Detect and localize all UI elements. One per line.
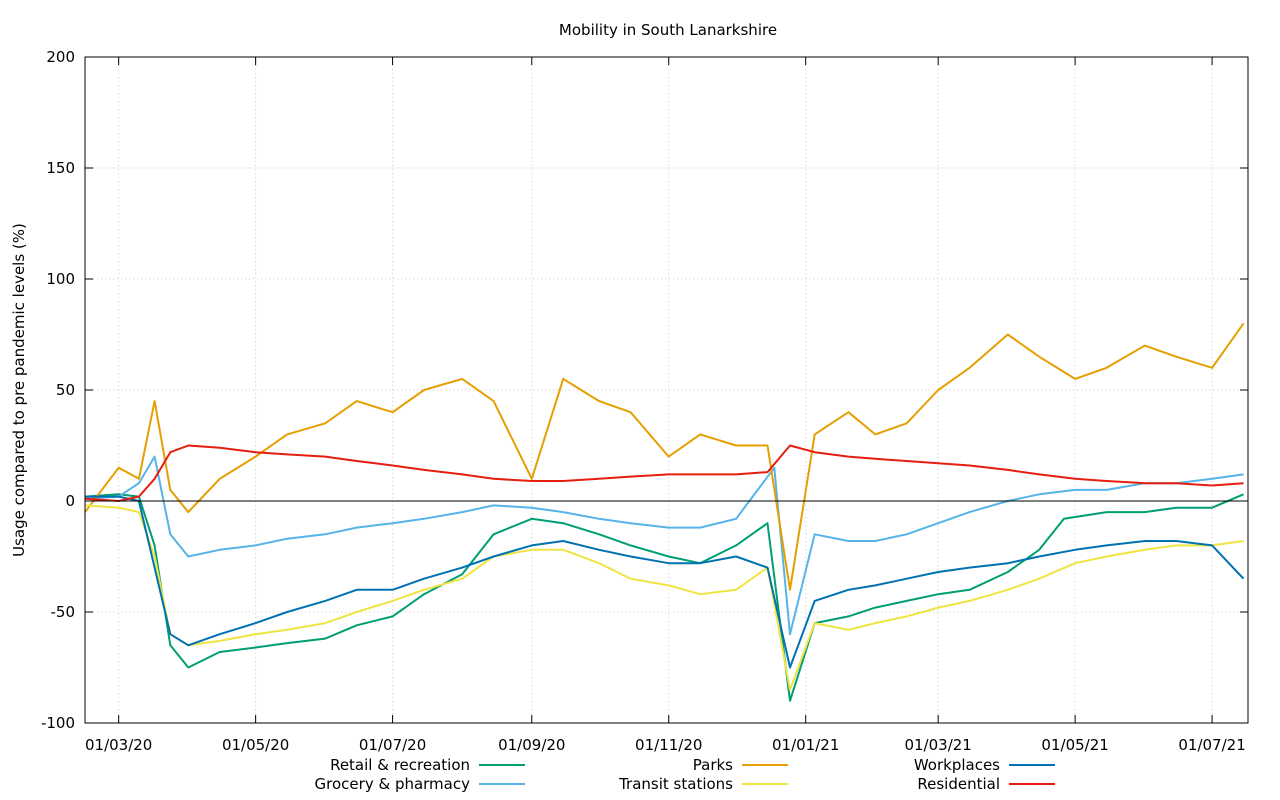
x-tick-label: 01/05/21 [1041,736,1108,754]
x-tick-label: 01/03/21 [904,736,971,754]
series-layer [84,322,1245,702]
legend-label: Transit stations [618,775,733,793]
x-tick-label: 01/11/20 [635,736,702,754]
legend-label: Residential [917,775,1000,793]
y-tick-label: -50 [51,603,76,621]
gridlines [85,57,1248,723]
y-tick-label: 0 [65,492,75,510]
y-tick-label: 100 [46,270,75,288]
axis-ticks: -100 -50 0 50 100 150 200 01/03/20 01/05/20 01/07… [41,48,1248,754]
x-tick-label: 01/07/20 [359,736,426,754]
plot-frame [84,56,1249,724]
series-line-transit-stations [84,504,1244,691]
legend-label: Retail & recreation [330,756,470,774]
series-line-workplaces [85,495,1245,669]
x-tick-label: 01/03/20 [85,736,152,754]
series-line-residential [84,444,1244,502]
series-line-grocery-pharmacy [84,455,1244,636]
x-tick-label: 01/07/21 [1178,736,1245,754]
chart-title: Mobility in South Lanarkshire [559,21,777,39]
y-tick-label: -100 [41,714,75,732]
series-line-retail-recreation [84,493,1244,702]
x-tick-label: 01/09/20 [498,736,565,754]
legend-label: Parks [693,756,733,774]
y-tick-label: 200 [46,48,75,66]
x-tick-label: 01/01/21 [772,736,839,754]
series-line-parks [84,322,1245,591]
legend-label: Grocery & pharmacy [315,775,471,793]
legend-label: Workplaces [914,756,1000,774]
y-tick-label: 50 [56,381,75,399]
y-tick-label: 150 [46,159,75,177]
y-axis-label: Usage compared to pre pandemic levels (%… [10,223,28,557]
x-tick-label: 01/05/20 [222,736,289,754]
